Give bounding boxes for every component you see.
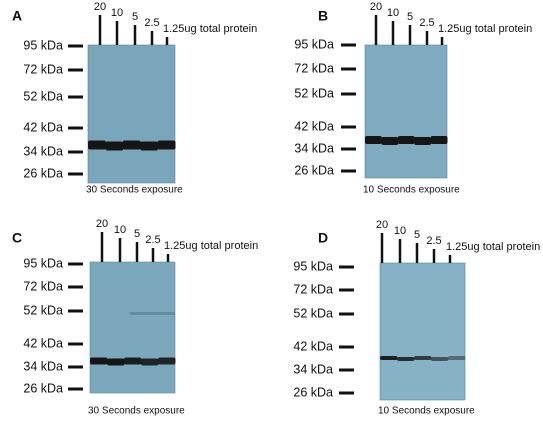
marker-label: 52 kDa (23, 89, 63, 103)
lane-label: 1.25ug total protein (163, 23, 257, 35)
lane-label: 10 (394, 225, 406, 237)
protein-band (105, 141, 124, 151)
protein-band (107, 358, 125, 366)
faint-band (130, 312, 175, 315)
panel-label: C (12, 230, 22, 246)
marker-label: 26 kDa (23, 166, 63, 180)
marker-label: 95 kDa (294, 37, 334, 51)
protein-band (414, 137, 432, 145)
protein-band (158, 357, 176, 365)
marker-label: 52 kDa (294, 86, 334, 100)
caption: 30 Seconds exposure (86, 185, 183, 196)
lane-label: 5 (134, 228, 140, 240)
marker-label: 42 kDa (294, 119, 334, 133)
lane-label: 10 (387, 7, 399, 19)
marker-label: 42 kDa (293, 339, 333, 353)
lane-label: 2.5 (144, 17, 159, 29)
marker-label: 34 kDa (294, 141, 334, 155)
lane-label: 5 (132, 11, 138, 23)
lane-label: 5 (414, 229, 420, 241)
marker-label: 72 kDa (293, 282, 333, 296)
panel-label: A (12, 8, 22, 24)
lane-label: 10 (114, 224, 126, 236)
lane-label: 20 (370, 1, 382, 13)
marker-label: 34 kDa (293, 362, 333, 376)
marker-label: 42 kDa (23, 336, 63, 350)
marker-label: 72 kDa (23, 62, 63, 76)
protein-band (397, 357, 415, 361)
protein-band (141, 358, 159, 366)
lane-label: 2.5 (426, 235, 441, 247)
blot (87, 44, 176, 184)
marker-label: 34 kDa (23, 359, 63, 373)
protein-band (140, 141, 159, 151)
marker-label: 26 kDa (293, 385, 333, 399)
protein-band (90, 357, 108, 365)
marker-label: 52 kDa (23, 303, 63, 317)
panel-label: D (318, 230, 328, 246)
lane-label: 2.5 (419, 17, 434, 29)
protein-band (365, 136, 382, 144)
lane-label: 20 (376, 219, 388, 231)
protein-band (430, 136, 448, 144)
protein-band (381, 137, 399, 145)
marker-label: 26 kDa (23, 381, 63, 395)
marker-label: 72 kDa (23, 279, 63, 293)
protein-band (431, 357, 449, 361)
lane-label: 20 (94, 1, 106, 13)
caption: 10 Seconds exposure (363, 185, 460, 196)
protein-band (414, 356, 432, 360)
lane-label: 1.25ug total protein (446, 241, 540, 253)
protein-band (88, 140, 106, 150)
lane-label: 1.25ug total protein (164, 240, 258, 252)
marker-label: 42 kDa (23, 120, 63, 134)
lane-label: 1.25ug total protein (438, 23, 532, 35)
protein-band (157, 140, 176, 150)
lane-label: 5 (407, 11, 413, 23)
marker-label: 72 kDa (294, 61, 334, 75)
marker-label: 95 kDa (23, 38, 63, 52)
marker-label: 95 kDa (23, 256, 63, 270)
lane-label: 20 (96, 218, 108, 230)
caption: 10 Seconds exposure (378, 406, 475, 417)
protein-band (448, 356, 466, 360)
lane-label: 2.5 (145, 234, 160, 246)
protein-band (122, 140, 141, 150)
marker-label: 26 kDa (294, 163, 334, 177)
protein-band (380, 356, 398, 360)
lane-label: 10 (111, 7, 123, 19)
blot (89, 261, 176, 394)
marker-label: 95 kDa (293, 259, 333, 273)
blot (379, 262, 466, 401)
marker-label: 34 kDa (23, 144, 63, 158)
panel-label: B (318, 8, 328, 24)
protein-band (397, 136, 415, 144)
protein-band (124, 357, 142, 365)
marker-label: 52 kDa (293, 306, 333, 320)
blot (364, 44, 448, 179)
caption: 30 Seconds exposure (88, 406, 185, 417)
